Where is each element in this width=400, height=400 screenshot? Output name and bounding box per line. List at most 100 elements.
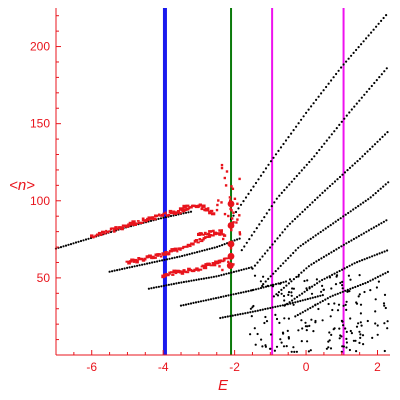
black-point [346, 288, 349, 291]
black-point [239, 313, 242, 316]
red-blob-2 [227, 222, 235, 229]
black-point [288, 183, 291, 186]
black-scatter-point [337, 303, 341, 306]
black-scatter-point [355, 325, 359, 328]
black-point [291, 299, 294, 302]
red-point [201, 204, 206, 208]
black-point [315, 98, 318, 101]
black-scatter-point [273, 349, 276, 352]
red-point [206, 232, 211, 236]
black-point [126, 266, 129, 269]
black-point [383, 250, 386, 253]
black-point [292, 129, 295, 132]
black-point [326, 276, 329, 279]
black-point [267, 163, 270, 166]
black-scatter-point [308, 286, 311, 289]
black-point [315, 152, 318, 155]
black-scatter-point [328, 331, 331, 334]
red-scatter-point [220, 229, 223, 232]
black-point [306, 308, 309, 311]
red-point [129, 222, 134, 226]
black-point [257, 287, 260, 290]
black-point [362, 201, 365, 204]
black-point [155, 286, 158, 289]
black-scatter-point [366, 319, 369, 323]
red-point [171, 273, 175, 276]
black-scatter-point [287, 291, 291, 294]
red-point [158, 213, 161, 216]
black-point [374, 192, 377, 195]
black-point [318, 148, 321, 152]
black-point [217, 274, 220, 277]
red-point [206, 262, 211, 266]
black-point [287, 136, 290, 139]
black-point [277, 267, 280, 270]
black-point [224, 315, 227, 319]
black-point [304, 298, 307, 301]
black-point [87, 237, 90, 240]
black-point [121, 267, 124, 271]
red-scatter-point [220, 166, 224, 170]
black-point [325, 139, 328, 142]
black-scatter-point [339, 281, 342, 284]
black-scatter-point [312, 330, 315, 333]
black-point [309, 306, 312, 310]
black-point [118, 268, 121, 271]
black-point [280, 288, 283, 291]
black-scatter-point [262, 275, 265, 278]
y-tick-label: 200 [30, 40, 50, 54]
black-point [295, 125, 298, 128]
black-point [294, 301, 297, 304]
black-point [358, 99, 361, 102]
black-scatter-point [321, 284, 324, 287]
black-point [254, 288, 258, 291]
black-scatter-point [306, 279, 309, 282]
black-point [338, 175, 342, 179]
black-point [180, 281, 183, 284]
red-point [110, 227, 115, 230]
black-scatter-point [386, 320, 389, 323]
black-point [298, 294, 301, 297]
black-point [346, 266, 349, 269]
black-scatter-point [357, 295, 360, 298]
black-scatter-point [342, 345, 345, 348]
black-point [376, 253, 379, 256]
red-point [141, 217, 145, 222]
red-point [131, 220, 136, 224]
black-point [304, 241, 307, 244]
black-point [234, 314, 237, 317]
black-point [147, 287, 150, 290]
black-scatter-point [288, 278, 292, 281]
black-point [234, 210, 238, 214]
black-point [355, 102, 358, 105]
black-point [318, 280, 321, 283]
red-point [130, 258, 135, 262]
red-point [155, 214, 160, 217]
red-scatter-point [230, 185, 233, 188]
black-point [272, 272, 275, 275]
black-point [275, 197, 278, 200]
black-point [238, 237, 241, 240]
black-point [198, 250, 201, 253]
black-point [222, 295, 225, 298]
black-point [296, 313, 299, 317]
black-point [259, 309, 262, 312]
black-point [223, 243, 226, 246]
black-point [72, 242, 75, 245]
black-point [322, 255, 325, 258]
red-point [200, 207, 204, 211]
black-point [323, 277, 326, 280]
black-point [302, 243, 305, 246]
black-point [271, 306, 274, 309]
black-scatter-point [360, 324, 363, 327]
black-point [348, 111, 351, 114]
black-scatter-point [290, 291, 293, 294]
red-point [133, 222, 137, 226]
red-point [124, 224, 127, 228]
red-point [199, 240, 204, 243]
black-point [205, 277, 208, 280]
black-point [298, 172, 301, 175]
black-point [350, 239, 353, 242]
black-point [323, 142, 326, 145]
black-scatter-point [328, 276, 332, 279]
